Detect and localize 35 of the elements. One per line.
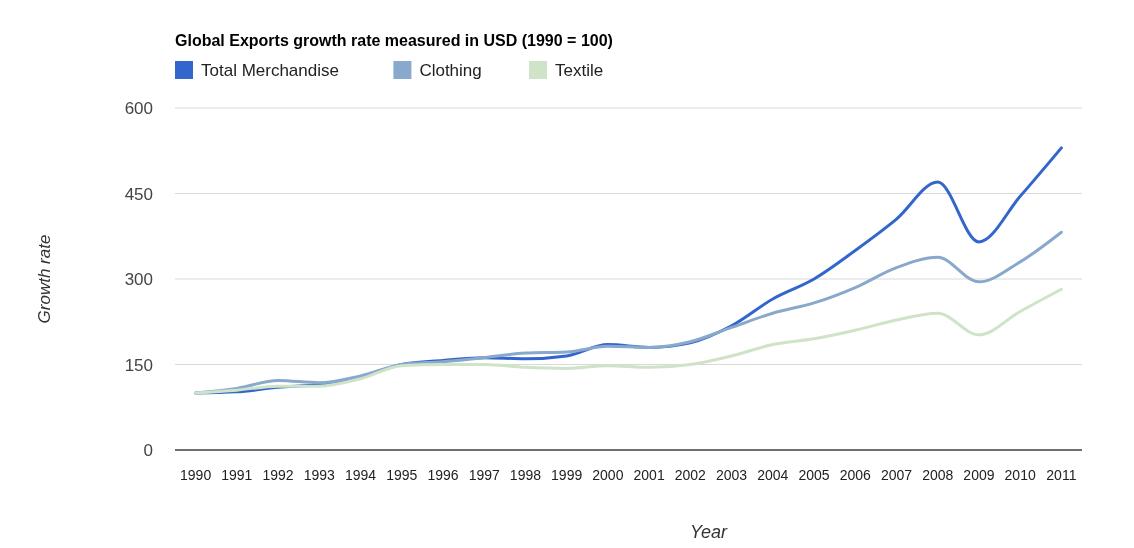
x-tick-label: 1997: [468, 467, 500, 483]
x-tick-label: 1990: [180, 467, 212, 483]
x-tick-label: 2000: [592, 467, 624, 483]
x-tick-label: 2010: [1004, 467, 1036, 483]
line-series: [194, 287, 1063, 395]
x-tick-label: 1996: [427, 467, 459, 483]
x-tick-label: 2003: [715, 467, 748, 483]
x-tick-label: 1995: [386, 467, 418, 483]
x-tick-label: 2004: [757, 467, 789, 483]
x-tick-label: 1992: [262, 467, 294, 483]
y-axis-title: Growth rate: [35, 234, 54, 324]
x-tick-label: 2008: [922, 467, 954, 483]
x-tick-label: 2005: [798, 467, 830, 483]
y-tick-label: 0: [143, 441, 153, 460]
x-tick-label: 2001: [633, 467, 665, 483]
x-tick-label: 2002: [674, 467, 707, 483]
x-tick-label: 2006: [839, 467, 872, 483]
y-tick-label: 600: [124, 99, 153, 118]
x-axis-title: Year: [689, 522, 729, 542]
y-tick-label: 450: [124, 184, 153, 204]
x-tick-label: 2009: [963, 467, 995, 483]
x-tick-label: 1994: [344, 467, 377, 483]
x-tick-label: 1999: [551, 467, 583, 483]
x-tick-label: 1998: [509, 467, 542, 483]
x-tick-label: 1991: [221, 467, 253, 483]
y-tick-label: 150: [124, 355, 153, 375]
y-tick-label: 300: [124, 270, 153, 289]
chart-title: Global Exports growth rate measured in USD (1990 = 100): [175, 32, 613, 49]
x-tick-label: 2007: [880, 467, 913, 483]
legend-label: Clothing: [419, 61, 482, 80]
x-tick-label: 2011: [1046, 467, 1077, 483]
legend-label: Total Merchandise: [201, 61, 339, 80]
legend-label: Textile: [555, 61, 604, 80]
line-series: [194, 230, 1063, 395]
x-tick-label: 1993: [303, 467, 336, 483]
